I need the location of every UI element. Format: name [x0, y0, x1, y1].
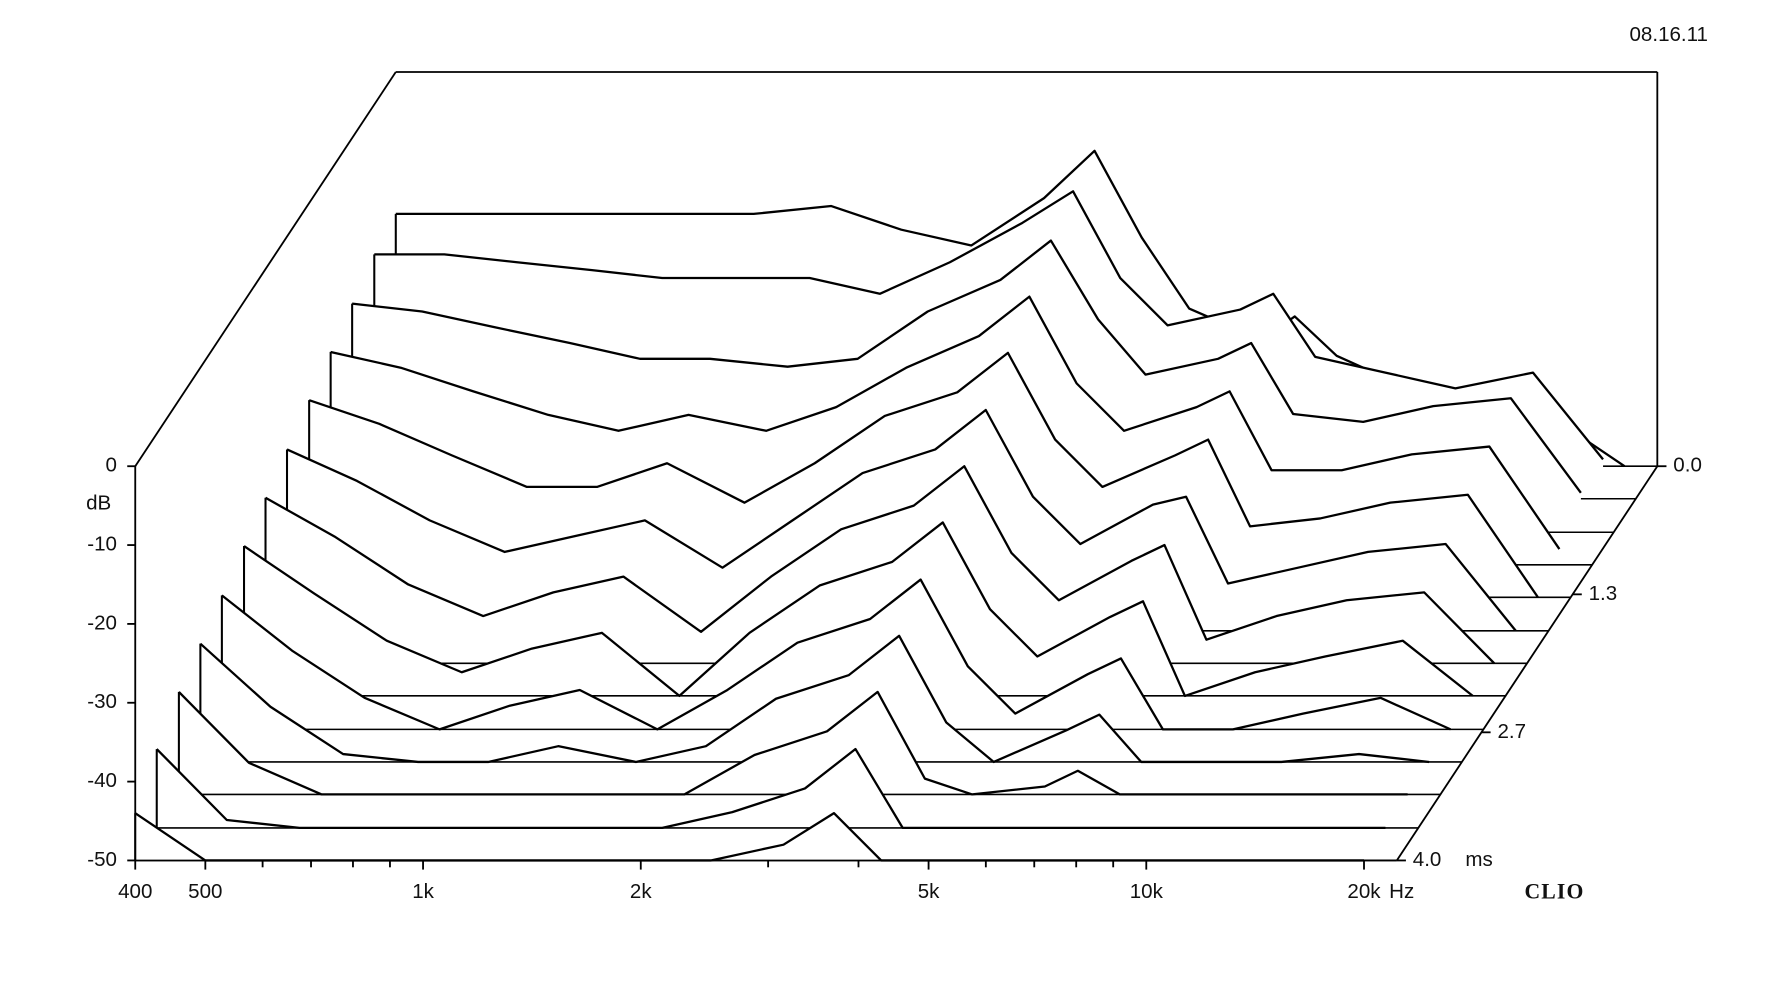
slice-curve	[178, 690, 1408, 796]
slice-fill	[221, 579, 1451, 730]
y-axis-label: dB	[86, 491, 111, 514]
slice-fill	[156, 749, 1386, 828]
z-tick-label: 2.7	[1497, 720, 1526, 743]
y-tick-label: -20	[87, 611, 117, 634]
x-tick-label: 400	[118, 880, 152, 903]
x-tick-label: 10k	[1130, 880, 1164, 903]
slice-curve	[134, 811, 1364, 862]
x-tick-label: 1k	[412, 880, 434, 903]
slice-curve	[155, 747, 1386, 830]
date: 08.16.11	[1630, 23, 1708, 46]
slice-curve	[308, 351, 1539, 598]
y-tick-label: -40	[87, 769, 117, 792]
x-tick-label: 20k	[1347, 880, 1381, 903]
y-tick-label: -50	[87, 848, 117, 871]
left-edge	[134, 71, 397, 467]
slice-curve	[352, 239, 1582, 494]
slice-curve	[199, 634, 1430, 764]
x-unit: Hz	[1389, 880, 1414, 903]
y-tick-label: -30	[87, 690, 117, 713]
x-tick-label: 5k	[918, 880, 940, 903]
slice-curve	[264, 465, 1496, 665]
slice-curve	[330, 295, 1561, 550]
slice-fill	[200, 635, 1430, 762]
z-tick-label: 1.3	[1589, 582, 1618, 605]
z-unit: ms	[1465, 848, 1492, 871]
z-tick-label: 0.0	[1673, 454, 1702, 477]
slice-curve	[286, 408, 1517, 632]
slices	[134, 149, 1658, 862]
slice-curve	[243, 521, 1474, 698]
brand: CLIO	[1524, 880, 1584, 904]
slice-curve	[221, 578, 1452, 731]
y-tick-label: -10	[87, 533, 117, 556]
y-tick-label: 0	[106, 454, 117, 477]
x-tick-label: 2k	[630, 880, 652, 903]
z-tick-label: 4.0	[1413, 848, 1442, 871]
x-tick-label: 500	[188, 880, 222, 903]
slice-curve	[374, 190, 1604, 461]
